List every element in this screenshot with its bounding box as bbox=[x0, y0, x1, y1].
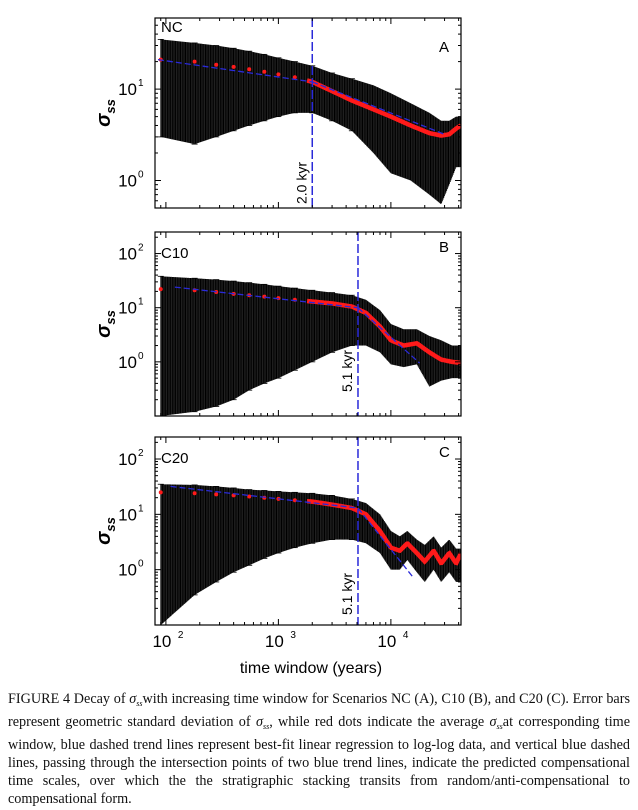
mean-dot bbox=[262, 69, 267, 74]
caption-sigma-3: σ bbox=[489, 714, 497, 730]
trend-line-2 bbox=[312, 81, 445, 135]
y-tick-exp: 1 bbox=[138, 297, 144, 308]
caption-sub-3: ss bbox=[496, 722, 503, 731]
panel-id: C20 bbox=[161, 450, 189, 467]
y-axis-symbol: σ bbox=[93, 324, 115, 338]
x-tick-exp: 3 bbox=[290, 630, 296, 641]
caption-prefix: FIGURE 4 Decay of bbox=[8, 691, 130, 707]
mean-dot bbox=[214, 492, 219, 497]
y-tick-label: 10 bbox=[118, 171, 137, 190]
y-tick-label: 10 bbox=[118, 80, 137, 99]
caption-part-3: at corresponding time window, blue dashe… bbox=[8, 714, 631, 807]
caption-part-2: , while red dots indicate the average bbox=[269, 714, 490, 730]
mean-dot bbox=[292, 498, 297, 503]
y-axis-symbol: σ bbox=[93, 531, 115, 545]
y-axis-symbol: σ bbox=[93, 113, 115, 127]
compensation-label: 5.1 kyr bbox=[339, 573, 355, 615]
x-tick-exp: 2 bbox=[178, 630, 184, 641]
y-tick-exp: 0 bbox=[138, 351, 144, 362]
axes-frame bbox=[154, 17, 462, 209]
compensation-label: 5.1 kyr bbox=[339, 350, 355, 392]
y-tick-exp: 1 bbox=[138, 78, 144, 89]
y-axis-label: σss bbox=[93, 310, 118, 338]
mean-dot bbox=[192, 59, 197, 64]
plot-area bbox=[157, 38, 461, 205]
caption-part-1: with increasing time window for Scenario… bbox=[8, 691, 630, 730]
trend-line-1 bbox=[157, 59, 313, 83]
y-axis-subscript: ss bbox=[103, 310, 118, 324]
mean-curve bbox=[306, 298, 461, 366]
y-tick-label: 10 bbox=[118, 353, 137, 372]
y-tick-label: 10 bbox=[118, 561, 137, 580]
panel-id: NC bbox=[161, 19, 183, 36]
y-tick-label: 10 bbox=[118, 299, 137, 318]
x-tick-label: 10 bbox=[377, 632, 396, 651]
plot-area bbox=[157, 275, 461, 416]
y-tick-label: 10 bbox=[118, 505, 137, 524]
caption-sigma-2: σ bbox=[255, 714, 263, 730]
y-tick-label: 10 bbox=[118, 450, 137, 469]
panel-letter: A bbox=[439, 39, 449, 56]
mean-dot bbox=[214, 62, 219, 67]
error-bar-fan bbox=[160, 39, 461, 205]
caption-sub-1: ss bbox=[136, 699, 143, 708]
trend-line-1 bbox=[170, 485, 359, 509]
x-tick-label: 10 bbox=[265, 632, 284, 651]
y-tick-exp: 2 bbox=[138, 243, 144, 254]
compensation-label: 2.0 kyr bbox=[293, 162, 309, 204]
plot-area bbox=[157, 483, 461, 625]
mean-dot bbox=[276, 72, 281, 77]
trend-line-1 bbox=[174, 286, 359, 309]
y-tick-exp: 0 bbox=[138, 169, 144, 180]
x-axis-label: time window (years) bbox=[240, 660, 382, 677]
y-tick-exp: 1 bbox=[138, 503, 144, 514]
mean-dot bbox=[231, 64, 236, 69]
panel-id: C10 bbox=[161, 245, 189, 262]
caption-sigma-1: σ bbox=[129, 691, 137, 707]
y-axis-subscript: ss bbox=[103, 99, 118, 113]
y-tick-label: 10 bbox=[118, 245, 137, 264]
mean-dot bbox=[247, 494, 252, 499]
y-tick-exp: 2 bbox=[138, 448, 144, 459]
panel-letter: C bbox=[439, 444, 450, 461]
mean-dot bbox=[192, 491, 197, 496]
caption-sub-2: ss bbox=[262, 722, 270, 731]
mean-curve bbox=[306, 78, 461, 138]
panel-letter: B bbox=[439, 239, 449, 256]
mean-dot bbox=[292, 75, 297, 80]
x-tick-label: 10 bbox=[152, 632, 171, 651]
mean-dot bbox=[158, 490, 163, 495]
mean-dot bbox=[310, 499, 315, 504]
x-tick-exp: 4 bbox=[403, 630, 409, 641]
trend-line-2 bbox=[357, 307, 421, 364]
y-axis-subscript: ss bbox=[103, 517, 118, 531]
y-axis-label: σss bbox=[93, 99, 118, 127]
mean-dot bbox=[158, 287, 163, 292]
mean-dot bbox=[247, 67, 252, 72]
trend-line-2 bbox=[357, 507, 415, 579]
y-axis-label: σss bbox=[93, 517, 118, 545]
y-tick-exp: 0 bbox=[138, 559, 144, 570]
error-bar-fan bbox=[160, 276, 461, 416]
figure-caption: FIGURE 4 Decay of σsswith increasing tim… bbox=[8, 690, 630, 808]
